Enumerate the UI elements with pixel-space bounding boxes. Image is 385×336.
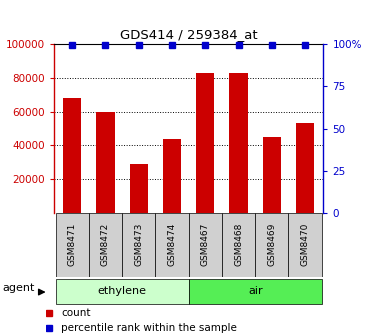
Bar xyxy=(189,279,322,304)
Bar xyxy=(63,98,81,213)
Text: percentile rank within the sample: percentile rank within the sample xyxy=(62,324,237,333)
Text: GSM8473: GSM8473 xyxy=(134,222,143,266)
Text: GSM8468: GSM8468 xyxy=(234,222,243,266)
Text: GSM8472: GSM8472 xyxy=(101,222,110,266)
Text: GSM8474: GSM8474 xyxy=(167,222,176,266)
Text: GSM8470: GSM8470 xyxy=(301,222,310,266)
Text: GSM8469: GSM8469 xyxy=(267,222,276,266)
Bar xyxy=(229,73,248,213)
Bar xyxy=(122,213,156,277)
Bar xyxy=(163,139,181,213)
Bar xyxy=(55,213,89,277)
Bar xyxy=(263,137,281,213)
Bar xyxy=(288,213,322,277)
Bar xyxy=(89,213,122,277)
Text: GSM8471: GSM8471 xyxy=(68,222,77,266)
Bar xyxy=(222,213,255,277)
Text: GSM8467: GSM8467 xyxy=(201,222,210,266)
Bar xyxy=(96,112,115,213)
Text: ethylene: ethylene xyxy=(98,287,147,296)
Bar xyxy=(255,213,288,277)
Bar xyxy=(156,213,189,277)
Text: count: count xyxy=(62,308,91,318)
Bar xyxy=(196,73,214,213)
Title: GDS414 / 259384_at: GDS414 / 259384_at xyxy=(120,28,258,41)
Bar xyxy=(130,164,148,213)
Bar xyxy=(55,279,189,304)
Text: agent: agent xyxy=(3,283,35,293)
Text: air: air xyxy=(248,287,263,296)
Bar xyxy=(189,213,222,277)
Bar xyxy=(296,123,314,213)
